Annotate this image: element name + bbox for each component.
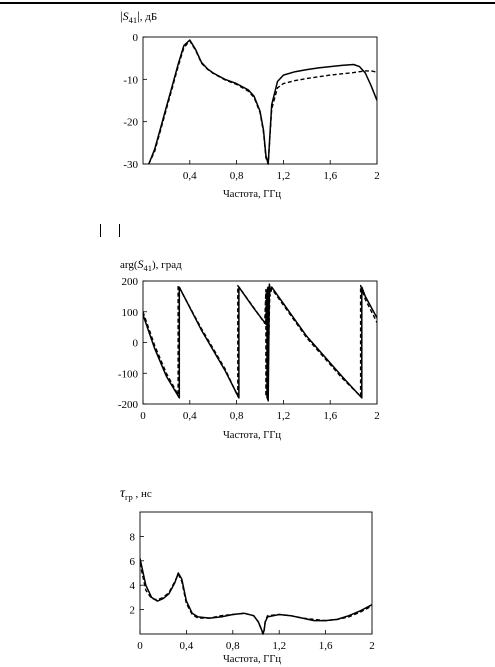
y-tick-label: -30 — [123, 159, 138, 171]
y-tick-label: -100 — [118, 368, 139, 380]
abs-bar-right: | — [137, 8, 140, 23]
y-tick-label: 100 — [122, 307, 139, 319]
x-tick-label: 1,6 — [323, 410, 337, 422]
series-line-dashed — [148, 40, 377, 165]
x-tick-label: 0,8 — [230, 410, 244, 422]
label-subscript: 41 — [129, 15, 138, 25]
stray-vertical-bar-right — [119, 224, 120, 237]
x-tick-label: 0,8 — [226, 640, 240, 652]
y-axis-label: τгр , нс — [120, 486, 152, 502]
x-tick-label: 0 — [137, 640, 143, 652]
label-prefix: arg( — [120, 259, 138, 271]
label-unit: ), град — [152, 259, 182, 271]
y-tick-label: -20 — [123, 117, 138, 129]
label-unit: , нс — [133, 488, 152, 500]
plot-frame — [139, 511, 373, 635]
chart-3: 2 4 6 8 0 0,4 0,8 1,2 1,6 2 Частота, ГГц τгр , нс — [120, 486, 375, 665]
y-tick-label: 6 — [130, 556, 136, 568]
label-symbol: S — [123, 9, 129, 23]
y-tick-label: 0 — [133, 338, 139, 350]
page-top-rule — [0, 2, 495, 4]
x-axis-label: Частота, ГГц — [223, 189, 281, 200]
x-tick-label: 1,6 — [319, 640, 333, 652]
x-tick-label: 1,2 — [277, 170, 291, 182]
y-tick-label: 0 — [133, 32, 139, 44]
x-tick-label: 1,2 — [277, 410, 291, 422]
x-tick-label: 1,2 — [272, 640, 286, 652]
plot-frame — [142, 36, 378, 165]
label-subscript: гр — [125, 492, 133, 502]
y-tick-label: 200 — [122, 276, 139, 288]
stray-vertical-bar-left — [100, 224, 101, 237]
x-tick-label: 0,4 — [183, 170, 197, 182]
series-line-solid — [148, 39, 377, 165]
x-axis-label: Частота, ГГц — [223, 654, 281, 665]
x-tick-label: 0,4 — [180, 640, 194, 652]
y-axis-label: arg(S41), град — [120, 257, 182, 273]
x-tick-label: 0,8 — [230, 170, 244, 182]
x-axis-label: Частота, ГГц — [223, 430, 281, 441]
series-line-dashed — [143, 284, 377, 401]
y-tick-label: -10 — [123, 74, 138, 86]
y-axis-label: |S41|, дБ — [120, 8, 157, 25]
label-unit: , дБ — [140, 11, 157, 23]
label-subscript: 41 — [144, 263, 153, 273]
y-tick-label: 4 — [130, 580, 136, 592]
series-line-dashed — [140, 563, 372, 635]
x-tick-label: 2 — [374, 170, 380, 182]
x-tick-label: 1,6 — [323, 170, 337, 182]
y-tick-label: 2 — [130, 605, 136, 617]
label-symbol: τ — [120, 486, 126, 501]
x-tick-label: 2 — [374, 410, 380, 422]
abs-bar-left: | — [120, 8, 123, 23]
x-tick-label: 2 — [369, 640, 375, 652]
y-tick-label: 8 — [130, 531, 136, 543]
label-symbol: S — [138, 257, 144, 271]
x-tick-label: 0,4 — [183, 410, 197, 422]
x-tick-label: 0 — [140, 410, 146, 422]
y-tick-label: -200 — [118, 399, 139, 411]
series-line-solid — [140, 558, 372, 635]
